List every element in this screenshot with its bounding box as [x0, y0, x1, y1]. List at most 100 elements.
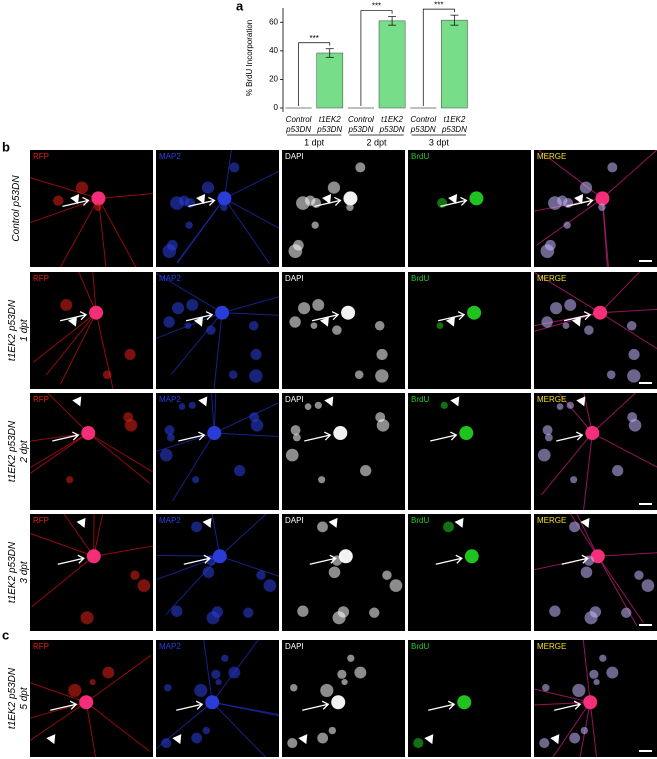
- nucleus: [205, 695, 220, 710]
- neurite: [534, 272, 601, 314]
- nucleus: [249, 412, 260, 423]
- nucleus: [215, 305, 230, 320]
- micrograph: [534, 393, 657, 510]
- micrograph-content: [440, 401, 474, 441]
- micrograph-content: [413, 695, 472, 749]
- neurite: [63, 514, 95, 557]
- channel-label: RFP: [33, 395, 49, 404]
- nucleus: [68, 683, 82, 698]
- nucleus: [375, 412, 386, 423]
- neurite: [602, 150, 657, 199]
- nucleus: [333, 426, 348, 441]
- arrowhead-marker: [198, 396, 208, 407]
- nucleus: [436, 322, 444, 330]
- x-tick-label-line: p53DN: [441, 125, 467, 134]
- nucleus: [243, 607, 254, 618]
- neurite: [59, 198, 99, 267]
- nucleus: [162, 244, 177, 258]
- x-tick-label-line: p53DN: [285, 125, 311, 134]
- nucleus: [75, 181, 89, 194]
- neurite: [219, 514, 267, 557]
- nucleus: [440, 401, 448, 409]
- nucleus: [285, 448, 299, 462]
- neurite: [30, 682, 87, 703]
- x-tick-label-line: p53DN: [347, 125, 373, 134]
- micrograph-content: [162, 150, 279, 265]
- micrograph: [282, 514, 405, 631]
- nucleus: [202, 566, 215, 579]
- arrow: [556, 431, 584, 442]
- nucleus: [606, 370, 616, 379]
- channel-label: BrdU: [411, 152, 429, 161]
- channel-label: BrdU: [411, 395, 429, 404]
- nucleus: [206, 611, 220, 625]
- row-label-line: t1EK2 p53DN: [7, 667, 18, 729]
- nucleus: [263, 579, 277, 592]
- nucleus: [192, 476, 200, 484]
- nucleus: [590, 549, 605, 564]
- micrograph-content: [534, 150, 657, 267]
- nucleus: [634, 570, 644, 580]
- nucleus: [584, 611, 598, 625]
- arrow: [437, 311, 466, 322]
- y-axis-label: % BrdU Incorporation: [245, 20, 254, 96]
- arrow: [188, 196, 216, 208]
- neurite: [211, 701, 267, 757]
- neurite: [583, 393, 593, 434]
- row-label-line: t1EK2 p53DN: [7, 299, 18, 361]
- nucleus: [542, 683, 550, 692]
- nucleus: [563, 221, 571, 229]
- neurite: [582, 640, 591, 703]
- neurite: [31, 555, 95, 608]
- channel-label: RFP: [33, 516, 49, 525]
- significance-label: ***: [434, 0, 443, 9]
- neurite: [30, 701, 87, 742]
- arrow: [178, 431, 206, 442]
- arrow: [176, 700, 204, 711]
- nucleus: [347, 654, 355, 662]
- significance-bracket: [298, 42, 331, 106]
- nucleus: [355, 162, 366, 173]
- nucleus: [606, 666, 619, 679]
- micrograph: [534, 150, 657, 267]
- neurite: [156, 272, 223, 314]
- nucleus: [212, 549, 227, 564]
- arrowhead-marker: [550, 734, 560, 745]
- nucleus: [542, 425, 553, 436]
- neurite: [59, 312, 97, 385]
- x-tick-label: Control p53DN: [285, 115, 312, 134]
- micrograph-content: [30, 654, 152, 757]
- group-label: 3 dpt: [429, 137, 450, 147]
- nucleus: [360, 465, 372, 477]
- neurite: [223, 150, 232, 199]
- channel-label: MAP2: [159, 274, 181, 283]
- nucleus: [580, 726, 589, 735]
- arrowhead-marker: [319, 316, 329, 327]
- micrograph: [282, 640, 405, 757]
- neurite: [176, 198, 225, 264]
- nucleus: [585, 426, 600, 441]
- nucleus: [598, 203, 606, 211]
- micrograph: [534, 272, 657, 389]
- channel-label: MERGE: [537, 642, 566, 651]
- nucleus: [328, 726, 337, 735]
- nucleus: [124, 418, 138, 432]
- micrograph-bg: [408, 514, 531, 631]
- bar: [441, 19, 468, 109]
- neurite: [30, 177, 99, 199]
- channel-label: DAPI: [285, 395, 304, 404]
- nucleus: [188, 401, 196, 409]
- nucleus: [541, 316, 553, 328]
- arrow: [440, 196, 468, 208]
- nucleus: [354, 370, 364, 379]
- micrograph: [534, 514, 657, 631]
- neurite: [597, 552, 657, 557]
- nucleus: [221, 654, 229, 662]
- nucleus: [332, 611, 346, 625]
- nucleus: [467, 305, 482, 320]
- nucleus: [179, 195, 190, 206]
- micrograph: [534, 640, 657, 757]
- nucleus: [310, 322, 318, 330]
- neurite: [30, 432, 89, 475]
- nucleus: [234, 465, 246, 477]
